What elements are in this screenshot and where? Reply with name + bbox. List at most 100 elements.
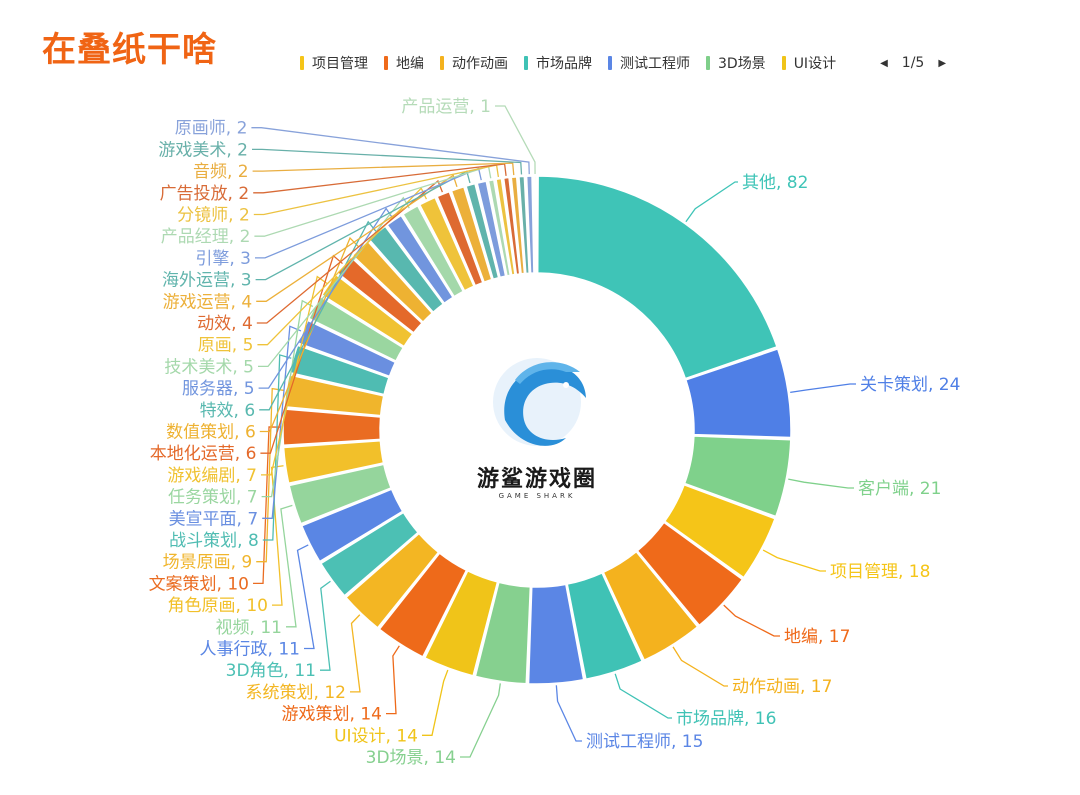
slice-label: UI设计, 14 <box>334 726 418 746</box>
slice-label: 本地化运营, 6 <box>150 444 257 464</box>
donut-slice[interactable] <box>378 552 468 658</box>
slice-label: 人事行政, 11 <box>200 640 300 660</box>
legend-item[interactable]: UI设计 <box>781 53 837 73</box>
donut-slice[interactable] <box>536 175 778 380</box>
slice-labels: 其他, 82 关卡策划, 24 客户端, 21 项目管理, 18 地编, 17 动作动画,… <box>149 97 961 768</box>
leader-line <box>256 179 444 324</box>
donut-slice[interactable] <box>566 571 644 681</box>
slice-label: 广告投放, 2 <box>160 184 250 204</box>
shark-logo-icon <box>493 358 586 446</box>
donut-slice[interactable] <box>533 175 538 274</box>
donut-slice[interactable] <box>450 185 493 284</box>
leader-line <box>251 127 530 175</box>
donut-slice[interactable] <box>288 463 393 525</box>
triangle-left-icon[interactable]: ◀ <box>880 57 888 69</box>
legend-item[interactable]: 测试工程师 <box>608 53 690 73</box>
legend-label: 3D场景 <box>718 56 766 72</box>
legend-label: 测试工程师 <box>620 56 690 72</box>
legend: 项目管理 地编 动作动画 市场品牌 测试工程师 3D场景 UI设计 ◀ 1/5 ▶ <box>300 52 952 74</box>
donut-slice[interactable] <box>319 511 420 597</box>
donut-slice[interactable] <box>282 440 385 485</box>
donut-slice[interactable] <box>465 182 500 281</box>
donut-slice[interactable] <box>602 550 699 662</box>
donut-slice[interactable] <box>663 483 776 579</box>
legend-items: 项目管理 地编 动作动画 市场品牌 测试工程师 3D场景 UI设计 <box>300 53 852 73</box>
donut-slice[interactable] <box>344 532 440 629</box>
donut-slice[interactable] <box>683 435 792 518</box>
donut-slice[interactable] <box>476 180 507 279</box>
donut-slice[interactable] <box>351 239 434 324</box>
slice-label: 关卡策划, 24 <box>860 375 960 395</box>
leader-line <box>259 220 377 411</box>
donut-slice[interactable] <box>401 204 465 298</box>
legend-item[interactable]: 动作动画 <box>440 53 508 73</box>
donut-slice[interactable] <box>636 521 744 627</box>
donut-slices <box>282 175 792 685</box>
donut-slice[interactable] <box>525 175 535 274</box>
donut-slice[interactable] <box>495 177 516 276</box>
chart-title: 在叠纸干啥 <box>42 30 217 70</box>
donut-slice[interactable] <box>527 583 585 685</box>
triangle-right-icon[interactable]: ▶ <box>938 57 947 69</box>
leader-line <box>320 580 331 671</box>
leader-line <box>255 167 482 259</box>
donut-slice[interactable] <box>386 214 455 305</box>
leader-line <box>280 504 297 628</box>
slice-label: 3D角色, 11 <box>226 661 316 681</box>
donut-slice[interactable] <box>283 373 385 417</box>
donut-slice[interactable] <box>336 256 424 334</box>
donut-slice[interactable] <box>300 488 404 563</box>
donut-slice[interactable] <box>368 225 445 314</box>
leader-line <box>256 174 458 302</box>
legend-item[interactable]: 3D场景 <box>706 53 766 73</box>
legend-swatch <box>524 56 528 70</box>
slice-label: 其他, 82 <box>742 173 808 193</box>
leader-line <box>253 426 282 585</box>
donut-slice[interactable] <box>423 569 499 677</box>
slice-label: 角色原画, 10 <box>168 596 268 616</box>
leader-line <box>672 646 728 687</box>
donut-slice[interactable] <box>297 319 397 378</box>
slice-label: 客户端, 21 <box>858 479 941 499</box>
slice-label: 系统策划, 12 <box>246 683 346 703</box>
slice-label: 产品经理, 2 <box>161 227 251 247</box>
legend-label: UI设计 <box>793 56 837 72</box>
leader-line <box>253 164 500 216</box>
leader-line <box>614 673 672 719</box>
slice-label: 数值策划, 6 <box>166 423 256 443</box>
slice-label: 3D场景, 14 <box>366 748 456 768</box>
legend-item[interactable]: 项目管理 <box>300 53 368 73</box>
donut-slice[interactable] <box>320 273 414 348</box>
legend-label: 项目管理 <box>312 56 368 72</box>
leader-line <box>422 669 449 736</box>
leader-line <box>262 325 302 519</box>
leader-line <box>788 478 854 489</box>
leader-line <box>495 105 536 175</box>
donut-slice[interactable] <box>418 196 475 292</box>
slice-label: 市场品牌, 16 <box>676 709 776 729</box>
slice-label: 项目管理, 18 <box>830 562 930 582</box>
donut-slice[interactable] <box>510 176 526 275</box>
legend-item[interactable]: 地编 <box>384 53 424 73</box>
donut-slice[interactable] <box>282 408 382 446</box>
leader-line <box>253 163 507 194</box>
donut-slice[interactable] <box>487 178 512 277</box>
donut-slice[interactable] <box>474 581 532 685</box>
donut-slice[interactable] <box>436 190 484 287</box>
slice-label: 动效, 4 <box>197 314 253 334</box>
donut-slice[interactable] <box>518 175 530 275</box>
slice-label: 游戏策划, 14 <box>282 705 382 725</box>
leader-line <box>350 614 361 693</box>
donut-slice[interactable] <box>684 347 792 439</box>
leader-line <box>255 170 471 281</box>
donut-slice[interactable] <box>502 176 521 276</box>
slice-label: 海外运营, 3 <box>162 271 252 291</box>
slice-label: 游戏美术, 2 <box>158 140 248 160</box>
leader-lines <box>251 105 856 758</box>
slice-label: 测试工程师, 15 <box>586 732 703 752</box>
leader-line <box>254 165 492 237</box>
legend-pager: ◀ 1/5 ▶ <box>874 55 952 71</box>
legend-item[interactable]: 市场品牌 <box>524 53 592 73</box>
